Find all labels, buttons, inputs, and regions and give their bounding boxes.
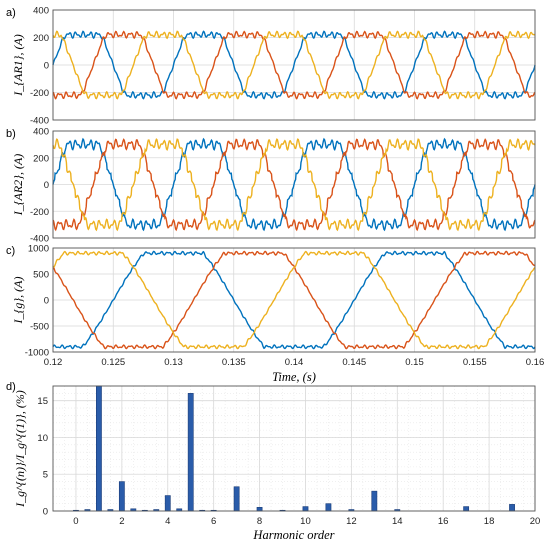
harmonic-bar (509, 504, 515, 512)
x-tick-label: 0.155 (463, 357, 487, 368)
y-tick-label: -400 (30, 116, 49, 127)
x-axis-label: Harmonic order (252, 528, 334, 542)
series-line (52, 30, 536, 100)
x-tick-label: 12 (346, 516, 357, 527)
y-tick-label: 15 (37, 396, 48, 407)
x-tick-label: 4 (165, 516, 170, 527)
x-tick-label: 0.135 (222, 357, 246, 368)
panel-label: d) (6, 381, 16, 393)
y-tick-label: 400 (33, 6, 49, 17)
x-tick-label: 6 (211, 516, 216, 527)
x-tick-label: 0 (73, 516, 78, 527)
y-tick-label: -500 (30, 322, 49, 333)
series-line (52, 250, 536, 350)
plot-frame (52, 130, 536, 239)
x-tick-label: 20 (530, 516, 541, 527)
x-tick-label: 0.125 (101, 357, 125, 368)
y-tick-label: 10 (37, 433, 48, 444)
series-line (52, 30, 536, 100)
x-tick-label: 2 (119, 516, 124, 527)
y-tick-label: 0 (44, 180, 49, 191)
panel-a: -400 -200 0 200 400 a) I_{AR1}, (A) (6, 6, 536, 127)
x-tick-label: 8 (257, 516, 262, 527)
y-tick-label: 0 (43, 507, 48, 518)
harmonic-bar (371, 490, 378, 512)
panel-d: 0 5 10 15 0 2 4 6 8 10 12 14 16 18 20 Harmonic order d)I… (6, 381, 540, 542)
y-tick-label: -200 (30, 88, 49, 99)
plot-frame (52, 9, 536, 121)
harmonic-bar (233, 486, 240, 512)
panel-label: c) (6, 245, 15, 257)
x-tick-label: 0.12 (44, 357, 63, 368)
x-tick-label: 0.14 (285, 357, 304, 368)
y-axis-label: I_{g}, (A) (11, 277, 25, 325)
y-tick-label: 200 (33, 33, 49, 44)
y-axis-label: I_{AR2}, (A) (11, 154, 25, 217)
y-axis-label: I_{AR1}, (A) (11, 34, 25, 97)
panel-label: b) (6, 128, 16, 140)
y-tick-label: 1000 (28, 244, 49, 255)
x-tick-label: 0.145 (342, 357, 366, 368)
y-tick-label: 0 (44, 296, 49, 307)
series-line (52, 138, 536, 232)
panel-c: -1000 -500 0 500 1000 c) I_{g}, (A) 0.12 0.125 0.… (6, 244, 544, 385)
harmonic-bar (256, 507, 263, 512)
series-line (52, 138, 536, 232)
y-tick-label: -1000 (25, 348, 49, 359)
harmonic-bar (96, 385, 102, 512)
x-tick-label: 14 (392, 516, 403, 527)
x-tick-label: 18 (484, 516, 495, 527)
plot-frame (52, 247, 536, 353)
x-axis-label: Time, (s) (272, 370, 316, 384)
harmonic-bar (302, 506, 309, 512)
harmonic-bar (325, 503, 332, 512)
y-tick-label: 200 (33, 153, 49, 164)
y-tick-label: 0 (44, 61, 49, 72)
plot-frame (52, 385, 536, 512)
y-tick-label: 400 (33, 127, 49, 138)
series-line (52, 30, 536, 100)
x-tick-label: 0.16 (526, 357, 545, 368)
panel-label: a) (6, 7, 16, 19)
y-axis-label: I_g^{(n)}/I_g^{(1)}, (%) (13, 390, 27, 508)
harmonic-bar (187, 393, 194, 512)
series-line (52, 250, 536, 350)
x-tick-label: 10 (300, 516, 311, 527)
x-tick-label: 0.13 (164, 357, 183, 368)
panel-b: -400 -200 0 200 400 b) I_{AR2}, (A) (6, 127, 536, 245)
y-tick-label: -200 (30, 207, 49, 218)
x-tick-label: 16 (438, 516, 449, 527)
x-tick-label: 0.15 (405, 357, 424, 368)
harmonic-bar (463, 506, 470, 512)
series-line (52, 137, 536, 232)
y-tick-label: -400 (30, 234, 49, 245)
y-tick-label: 5 (43, 470, 48, 481)
harmonic-bar (118, 481, 125, 512)
harmonic-bar (164, 495, 171, 512)
y-tick-label: 500 (33, 270, 49, 281)
